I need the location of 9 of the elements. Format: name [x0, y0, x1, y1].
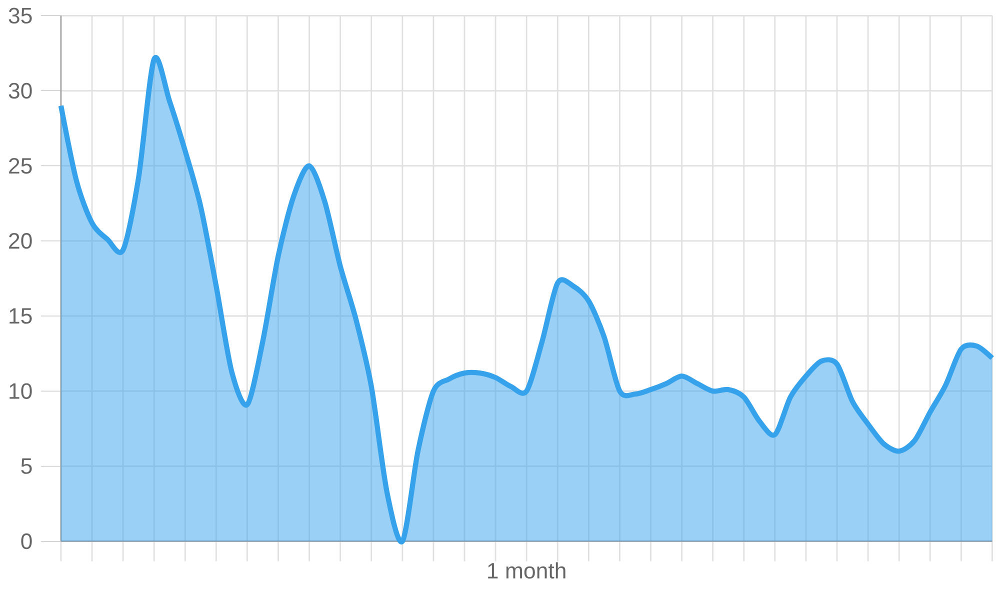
y-tick-label: 5 [21, 458, 32, 474]
x-axis-title: 1 month [488, 562, 566, 579]
y-tick-label: 15 [10, 308, 32, 324]
y-tick-label: 0 [21, 533, 32, 550]
y-tick-label: 20 [9, 232, 32, 249]
y-tick-label: 30 [8, 82, 32, 99]
y-tick-label: 35 [8, 8, 32, 24]
y-tick-label: 25 [9, 158, 32, 174]
y-tick-label: 10 [10, 383, 32, 399]
